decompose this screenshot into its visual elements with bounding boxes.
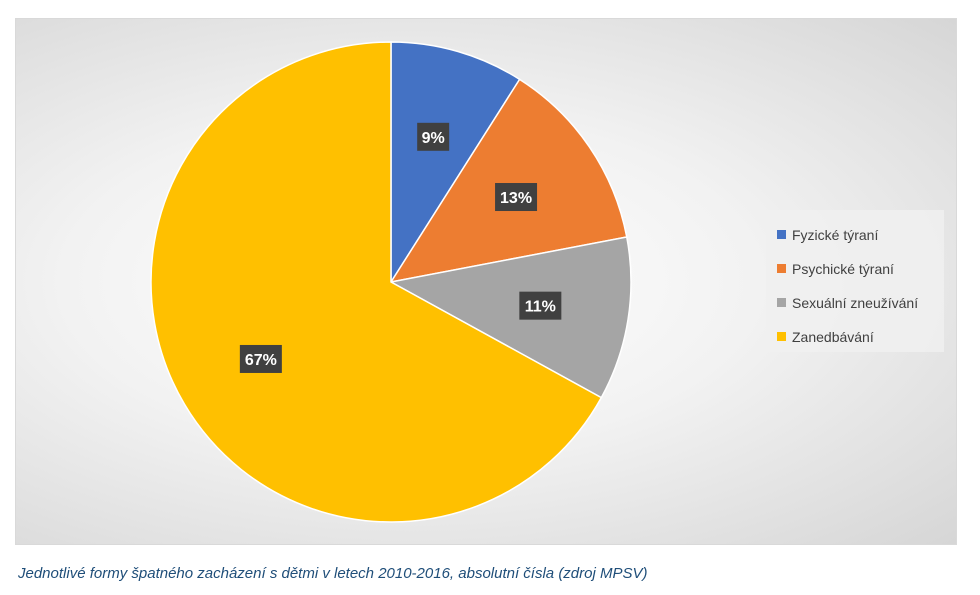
legend-item-psychicke-tyrani: Psychické týraní (777, 257, 944, 280)
pie-slice-zanedbavani (150, 41, 603, 523)
data-label-text: 11% (525, 299, 556, 316)
pie-chart: 9% 13% 11% 67% (150, 41, 632, 523)
data-label-psychicke-tyrani: 13% (495, 183, 538, 212)
data-label-box (417, 122, 450, 151)
legend-swatch (777, 298, 786, 307)
legend-label: Sexuální zneužívání (792, 294, 919, 311)
legend-label: Zanedbávání (792, 328, 874, 345)
legend-swatch (777, 264, 786, 273)
pie-slice-sexualni-zneuzivani (388, 236, 632, 399)
data-label-sexualni-zneuzivani: 11% (519, 291, 562, 320)
legend: Fyzické týraní Psychické týraní Sexuální z… (766, 210, 944, 352)
data-label-text: 13% (500, 190, 532, 207)
data-label-fyzicke-tyrani: 9% (417, 122, 450, 151)
legend-item-fyzicke-tyrani: Fyzické týraní (777, 223, 944, 246)
legend-item-zanedbavani: Zanedbávání (777, 325, 944, 348)
figure-caption: Jednotlivé formy špatného zacházení s dě… (18, 565, 648, 582)
legend-label: Psychické týraní (792, 260, 894, 277)
data-label-zanedbavani: 67% (239, 344, 282, 373)
legend-swatch (777, 332, 786, 341)
pie-slice-fyzicke-tyrani (390, 41, 521, 285)
legend-item-sexualni-zneuzivani: Sexuální zneužívání (777, 291, 944, 314)
data-label-box (519, 291, 562, 320)
data-label-text: 67% (245, 352, 277, 369)
legend-label: Fyzické týraní (792, 226, 879, 243)
pie-slice-psychicke-tyrani (389, 78, 628, 284)
legend-swatch (777, 230, 786, 239)
chart-area: 9% 13% 11% 67% Fyzické týraní Psychické týra… (15, 18, 957, 545)
data-label-box (239, 344, 282, 373)
data-label-box (495, 183, 538, 212)
data-label-text: 9% (422, 130, 445, 147)
